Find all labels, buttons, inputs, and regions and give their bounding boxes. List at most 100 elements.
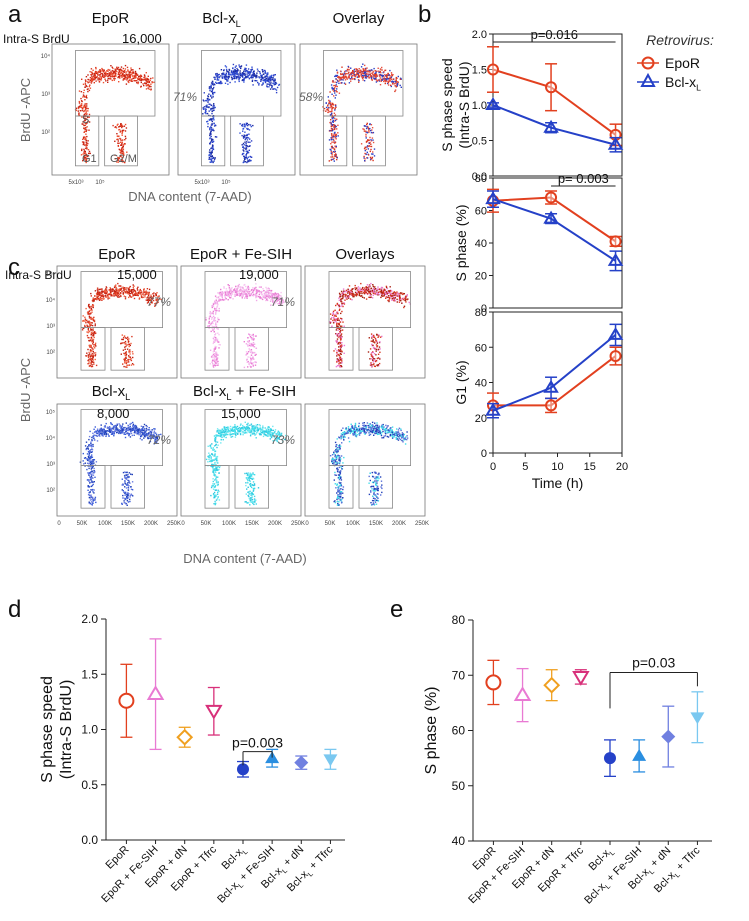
flow-event-dot (103, 75, 105, 78)
flow-event-dot (370, 139, 372, 141)
flow-event-dot (258, 84, 260, 86)
flow-event-dot (117, 428, 119, 430)
flow-event-dot (126, 344, 128, 346)
flow-event-dot (394, 297, 396, 300)
flow-event-dot (274, 296, 276, 299)
flow-event-dot (336, 359, 338, 361)
flow-event-dot (125, 357, 127, 359)
flow-event-dot (248, 72, 250, 75)
flow-event-dot (347, 290, 349, 293)
flow-event-dot (334, 309, 336, 311)
flow-event-dot (384, 69, 386, 72)
flow-event-dot (239, 76, 241, 78)
flow-event-dot (242, 290, 244, 292)
flow-event-dot (83, 105, 85, 108)
flow-event-dot (239, 290, 242, 292)
flow-event-dot (327, 111, 329, 114)
flow-event-dot (215, 296, 218, 299)
flow-event-dot (252, 362, 255, 364)
flow-event-dot (212, 141, 214, 143)
flow-event-dot (121, 73, 124, 76)
flow-event-dot (249, 155, 251, 158)
flow-event-dot (93, 470, 95, 472)
flow-event-dot (125, 471, 127, 474)
flow-event-dot (206, 120, 209, 123)
flow-event-dot (140, 435, 143, 437)
flow-event-dot (119, 155, 122, 157)
flow-event-dot (337, 342, 340, 345)
flow-event-dot (267, 291, 269, 293)
flow-event-dot (248, 342, 251, 344)
flow-event-dot (138, 67, 141, 70)
flow-event-dot (85, 355, 88, 357)
flow-event-dot (380, 72, 382, 74)
flow-event-dot (149, 440, 152, 443)
flow-event-dot (93, 82, 95, 84)
flow-event-dot (91, 71, 93, 74)
flow-event-dot (353, 74, 356, 76)
flow-event-dot (377, 67, 379, 69)
flow-event-dot (209, 137, 211, 139)
flow-event-dot (334, 319, 336, 321)
flow-event-dot (387, 296, 389, 299)
flow-event-dot (94, 75, 96, 77)
flow-event-dot (370, 76, 373, 78)
flow-event-dot (341, 365, 343, 368)
flow-event-dot (208, 156, 211, 159)
flow-event-dot (339, 332, 341, 334)
flow-event-dot (131, 291, 133, 293)
flow-event-dot (336, 319, 339, 321)
flow-event-dot (340, 300, 342, 303)
flow-event-dot (358, 291, 360, 293)
flow-event-dot (114, 158, 116, 160)
flow-event-dot (376, 334, 378, 336)
flow-event-dot (139, 292, 141, 294)
flow-event-dot (214, 339, 216, 341)
flow-event-dot (117, 156, 119, 159)
flow-event-dot (338, 92, 341, 94)
flow-event-dot (81, 116, 83, 118)
flow-event-dot (211, 355, 214, 357)
flow-event-dot (210, 84, 212, 86)
flow-event-dot (145, 80, 147, 82)
flow-plot-a-3-frame (299, 43, 418, 176)
flow-event-dot (96, 298, 98, 301)
flow-event-dot (240, 287, 242, 289)
flow-event-dot (136, 287, 138, 290)
flow-event-dot (129, 353, 131, 355)
flow-event-dot (255, 294, 258, 296)
flow-event-dot (243, 341, 245, 343)
flow-event-dot (83, 131, 85, 133)
flow-event-dot (237, 69, 239, 71)
flow-event-dot (218, 333, 220, 336)
flow-event-dot (396, 292, 399, 295)
flow-event-dot (367, 70, 369, 73)
flow-event-dot (247, 159, 249, 162)
flow-event-dot (348, 75, 350, 77)
flow-event-dot (85, 123, 87, 125)
flow-event-dot (214, 295, 217, 297)
flow-event-dot (122, 75, 124, 77)
flow-event-dot (91, 322, 93, 324)
flow-event-dot (155, 437, 158, 439)
flow-event-dot (254, 361, 256, 363)
flow-event-dot (330, 102, 332, 104)
flow-event-dot (380, 290, 382, 292)
flow-event-dot (376, 341, 378, 343)
flow-event-dot (131, 289, 133, 291)
flow-event-dot (84, 457, 87, 459)
flow-event-dot (123, 75, 126, 77)
flow-event-dot (265, 77, 268, 80)
flow-event-dot (335, 154, 337, 156)
flow-event-dot (358, 288, 360, 290)
flow-event-dot (355, 293, 357, 296)
flow-event-dot (125, 497, 128, 499)
flow-event-dot (369, 364, 372, 366)
flow-event-dot (122, 423, 124, 425)
flow-event-dot (272, 77, 274, 79)
flow-event-dot (331, 151, 333, 153)
flow-event-dot (346, 78, 348, 80)
flow-event-dot (334, 87, 336, 89)
flow-event-dot (396, 84, 399, 86)
flow-event-dot (87, 155, 89, 158)
